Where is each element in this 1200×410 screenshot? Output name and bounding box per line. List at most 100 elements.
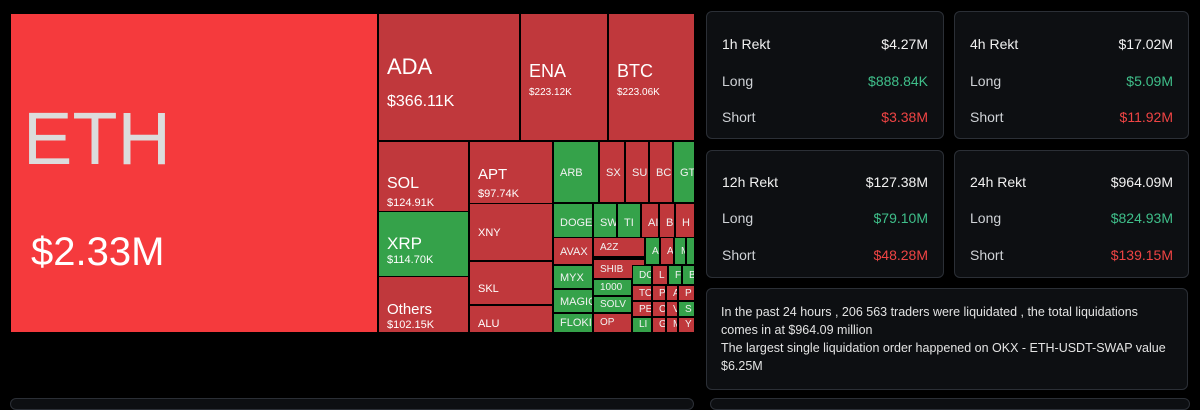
summary-largest-order-text: The largest single liquidation order hap… bbox=[721, 341, 1166, 373]
tile-value: $114.70K bbox=[387, 254, 434, 266]
tile-symbol: SOLV bbox=[600, 299, 626, 310]
tile-symbol: MYX bbox=[560, 272, 584, 284]
tile-symbol: BN bbox=[666, 217, 674, 229]
tile-symbol: OP bbox=[600, 317, 615, 328]
treemap-tile[interactable]: APT $97.74K bbox=[469, 141, 553, 215]
long-label: Long bbox=[970, 73, 1002, 89]
treemap-tile[interactable]: M bbox=[666, 317, 678, 333]
treemap-tile[interactable]: XRP $114.70K bbox=[378, 211, 469, 279]
treemap-tile[interactable]: S bbox=[678, 301, 695, 317]
treemap-tile[interactable]: A bbox=[660, 237, 674, 265]
card-total: $17.02M bbox=[1118, 36, 1173, 52]
long-value: $5.09M bbox=[1126, 73, 1173, 89]
card-title: 12h Rekt bbox=[722, 174, 779, 190]
treemap-tile[interactable]: B bbox=[682, 265, 695, 285]
liquidation-treemap: ETH $2.33M ADA $366.11K ENA $223.12K BTC $223.0… bbox=[10, 13, 695, 333]
treemap-tile[interactable] bbox=[686, 237, 695, 265]
liquidation-summary: In the past 24 hours , 206 563 traders w… bbox=[706, 288, 1188, 390]
long-label: Long bbox=[970, 210, 1002, 226]
treemap-tile[interactable]: SOLV bbox=[593, 296, 632, 313]
short-value: $48.28M bbox=[873, 247, 928, 263]
short-label: Short bbox=[722, 109, 756, 125]
card-title: 24h Rekt bbox=[970, 174, 1027, 190]
treemap-tile[interactable]: SOL $124.91K bbox=[378, 141, 469, 219]
treemap-tile[interactable]: A bbox=[645, 237, 660, 265]
treemap-tile[interactable]: A2Z bbox=[593, 237, 645, 257]
tile-symbol: PE bbox=[639, 304, 652, 315]
treemap-tile[interactable]: GI bbox=[652, 317, 666, 333]
tile-symbol: PI bbox=[659, 288, 666, 299]
tile-symbol: V bbox=[673, 305, 677, 315]
tile-symbol: GT bbox=[680, 167, 695, 179]
tile-symbol: S bbox=[685, 304, 692, 315]
tile-symbol: SX bbox=[606, 167, 621, 179]
treemap-tile[interactable]: AVAX bbox=[553, 237, 593, 265]
treemap-tile[interactable]: ALU bbox=[469, 305, 553, 333]
tile-symbol: Y bbox=[685, 319, 692, 330]
tile-symbol: DO bbox=[639, 270, 651, 281]
treemap-tile[interactable]: SKL bbox=[469, 261, 553, 305]
treemap-tile[interactable]: MYX bbox=[553, 265, 593, 289]
tile-symbol: ETH bbox=[23, 97, 171, 180]
tile-symbol: A bbox=[673, 289, 677, 299]
tile-symbol: AI bbox=[648, 217, 659, 229]
treemap-tile[interactable]: ETH $2.33M bbox=[10, 13, 378, 333]
treemap-tile[interactable]: F bbox=[668, 265, 682, 285]
treemap-tile[interactable]: OP bbox=[593, 313, 632, 333]
treemap-tile[interactable]: XNY bbox=[469, 203, 553, 261]
tile-symbol: M bbox=[673, 320, 677, 330]
card-total: $4.27M bbox=[881, 36, 928, 52]
long-value: $79.10M bbox=[873, 210, 928, 226]
treemap-tile[interactable]: PI bbox=[652, 285, 666, 301]
treemap-tile[interactable]: Y bbox=[678, 317, 695, 333]
tile-symbol: L bbox=[659, 270, 665, 281]
tile-value: $366.11K bbox=[387, 93, 455, 110]
treemap-tile[interactable]: ARB bbox=[553, 141, 599, 203]
tile-symbol: MAGIC bbox=[560, 296, 593, 308]
card-title: 4h Rekt bbox=[970, 36, 1019, 52]
tile-value: $223.06K bbox=[617, 87, 660, 98]
tile-symbol: SKL bbox=[478, 283, 499, 295]
treemap-tile[interactable]: Others $102.15K bbox=[378, 276, 469, 333]
treemap-tile[interactable]: SU bbox=[625, 141, 649, 203]
treemap-tile[interactable]: P bbox=[678, 285, 695, 301]
treemap-tile[interactable]: ADA $366.11K bbox=[378, 13, 520, 141]
tile-value: $124.91K bbox=[387, 197, 435, 209]
treemap-tile[interactable]: DO bbox=[632, 265, 652, 285]
short-value: $3.38M bbox=[881, 109, 928, 125]
treemap-tile[interactable]: TO bbox=[632, 285, 652, 301]
long-label: Long bbox=[722, 73, 754, 89]
treemap-tile[interactable]: PE bbox=[632, 301, 652, 317]
tile-symbol: BTC bbox=[617, 61, 653, 81]
treemap-tile[interactable]: BTC $223.06K bbox=[608, 13, 695, 141]
treemap-tile[interactable]: ENA $223.12K bbox=[520, 13, 608, 141]
tile-symbol: TO bbox=[639, 288, 652, 299]
treemap-tile[interactable]: L bbox=[652, 265, 668, 285]
tile-symbol: SU bbox=[632, 167, 648, 179]
tile-symbol: TI bbox=[624, 217, 634, 229]
treemap-tile[interactable]: BC bbox=[649, 141, 673, 203]
tile-symbol: FLOKI bbox=[560, 317, 592, 329]
treemap-tile[interactable]: GT bbox=[673, 141, 695, 203]
treemap-tile[interactable]: C bbox=[652, 301, 666, 317]
tile-symbol: ALU bbox=[478, 318, 500, 330]
tile-symbol: AVAX bbox=[560, 246, 588, 258]
tile-symbol: BC bbox=[656, 167, 672, 179]
treemap-tile[interactable]: LI bbox=[632, 317, 652, 333]
treemap-tile[interactable]: V bbox=[666, 301, 678, 317]
tile-symbol: C bbox=[659, 304, 666, 315]
tile-symbol: ENA bbox=[529, 61, 567, 81]
tile-symbol: DOGE bbox=[560, 217, 593, 229]
treemap-tile[interactable]: M bbox=[674, 237, 686, 265]
tile-symbol: ARB bbox=[560, 167, 583, 179]
treemap-tile[interactable]: FLOKI bbox=[553, 313, 593, 333]
long-value: $824.93M bbox=[1110, 210, 1173, 226]
rekt-card-12h: 12h Rekt $127.38M Long $79.10M Short $48.28… bbox=[706, 150, 944, 278]
tile-symbol: B bbox=[689, 271, 694, 281]
treemap-tile[interactable]: 1000 bbox=[593, 279, 632, 296]
treemap-tile[interactable]: MAGIC bbox=[553, 289, 593, 313]
treemap-tile[interactable]: SX bbox=[599, 141, 625, 203]
treemap-tile[interactable]: A bbox=[666, 285, 678, 301]
card-title: 1h Rekt bbox=[722, 36, 771, 52]
rekt-card-4h: 4h Rekt $17.02M Long $5.09M Short $11.92M bbox=[954, 11, 1189, 139]
